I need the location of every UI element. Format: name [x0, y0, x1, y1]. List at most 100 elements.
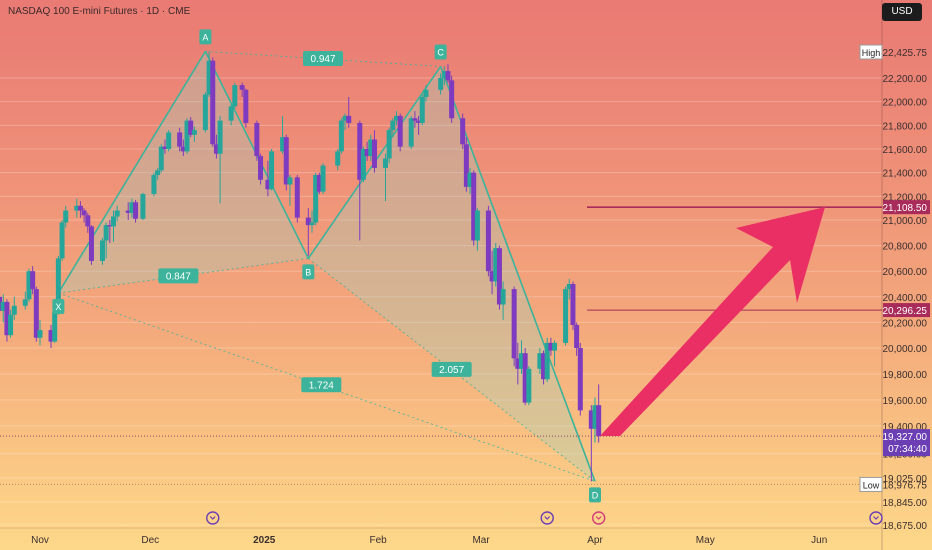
candle	[265, 160, 271, 197]
candle-body	[52, 312, 58, 342]
point-label-text: A	[202, 32, 208, 42]
pattern-leg-cd	[439, 66, 596, 482]
candle-body	[316, 175, 322, 192]
ratio-label-box	[303, 50, 344, 66]
ratio-label-box	[301, 377, 342, 393]
candle	[4, 299, 10, 342]
candle	[570, 281, 576, 331]
high-tag-label: High	[862, 48, 881, 58]
candle-body	[412, 118, 418, 121]
candle	[500, 281, 506, 320]
candle	[63, 205, 69, 228]
candle	[515, 342, 521, 385]
price-tick-label: 19,400.00	[883, 422, 928, 433]
candle	[254, 120, 260, 161]
candle-body	[202, 94, 208, 131]
candle-body	[485, 210, 491, 272]
price-tick-label: 20,200.00	[883, 318, 928, 329]
candle	[184, 118, 190, 154]
candle-body	[99, 240, 105, 261]
candle-body	[364, 149, 370, 157]
level-tag: 21,108.50	[883, 200, 930, 215]
ratio-label-box	[431, 361, 472, 377]
candle	[8, 309, 14, 338]
candle-body	[162, 146, 168, 149]
point-label-box	[302, 264, 315, 280]
point-labels: X A B C D	[52, 29, 601, 503]
candle	[140, 192, 146, 220]
arrow-shape	[600, 207, 825, 436]
candle-body	[11, 305, 17, 315]
candle-body	[283, 137, 289, 185]
candle-body	[305, 217, 311, 226]
candle-body	[500, 289, 506, 305]
candle	[526, 366, 532, 406]
candle-body	[184, 120, 190, 152]
ratio-label: 2.057	[431, 361, 472, 377]
candle-body	[342, 115, 348, 121]
candle-body	[357, 122, 363, 180]
candle-body	[449, 80, 455, 119]
candle-body	[22, 299, 28, 306]
candle	[390, 118, 396, 138]
candle-body	[55, 258, 61, 313]
candle	[37, 319, 43, 346]
candle	[228, 104, 234, 126]
candle-body	[552, 342, 558, 351]
candle	[232, 82, 238, 109]
candle-body	[563, 289, 569, 343]
symbol-title[interactable]: NASDAQ 100 E-mini Futures · 1D · CME	[8, 6, 191, 17]
point-label-a: A	[199, 29, 212, 45]
candle-body	[382, 158, 388, 168]
high-marker: High 22,425.75	[859, 44, 927, 60]
candle-body	[574, 324, 580, 348]
ratio-label-text: 0.847	[166, 271, 191, 282]
candle-body	[265, 179, 271, 190]
candle	[511, 286, 517, 367]
candle	[305, 208, 311, 256]
price-tick-label: 22,200.00	[883, 74, 928, 85]
candle	[88, 225, 94, 265]
candle	[335, 149, 341, 171]
event-icon-circle	[591, 511, 606, 525]
price-tick-label: 18,845.00	[883, 498, 928, 509]
candle-body	[155, 170, 161, 176]
candle-body	[103, 225, 109, 241]
candle-body	[338, 120, 344, 152]
ratio-label-box	[158, 268, 199, 284]
candle-body	[460, 118, 466, 145]
high-tag-box	[859, 44, 883, 60]
point-label-box	[434, 44, 447, 60]
candle	[596, 384, 602, 443]
current-price-value: 19,327.00	[883, 432, 928, 443]
candle	[471, 170, 477, 246]
candle	[485, 205, 491, 277]
candle	[368, 134, 374, 161]
candle	[52, 309, 58, 343]
event-icon	[540, 511, 554, 525]
candle-body	[210, 60, 216, 145]
point-label-d: D	[589, 487, 601, 503]
time-tick-label: Jun	[811, 535, 827, 546]
candle-body	[596, 405, 602, 437]
candle	[357, 120, 363, 241]
candle-body	[228, 106, 234, 121]
candle	[419, 94, 425, 126]
candle-body	[423, 89, 429, 97]
candle-body	[8, 314, 14, 336]
candle	[518, 340, 524, 374]
candle	[107, 220, 113, 244]
candle	[566, 278, 572, 300]
event-icon-glyph	[209, 516, 216, 520]
candle-body	[368, 139, 374, 157]
candle-body	[493, 248, 499, 282]
candle-body	[243, 89, 249, 123]
candle-body	[217, 120, 223, 154]
candle	[342, 113, 348, 131]
currency-button[interactable]: USD	[882, 3, 922, 21]
candle-body	[360, 149, 366, 180]
candle-body	[566, 284, 572, 290]
candle	[59, 220, 65, 261]
candle	[441, 66, 447, 86]
